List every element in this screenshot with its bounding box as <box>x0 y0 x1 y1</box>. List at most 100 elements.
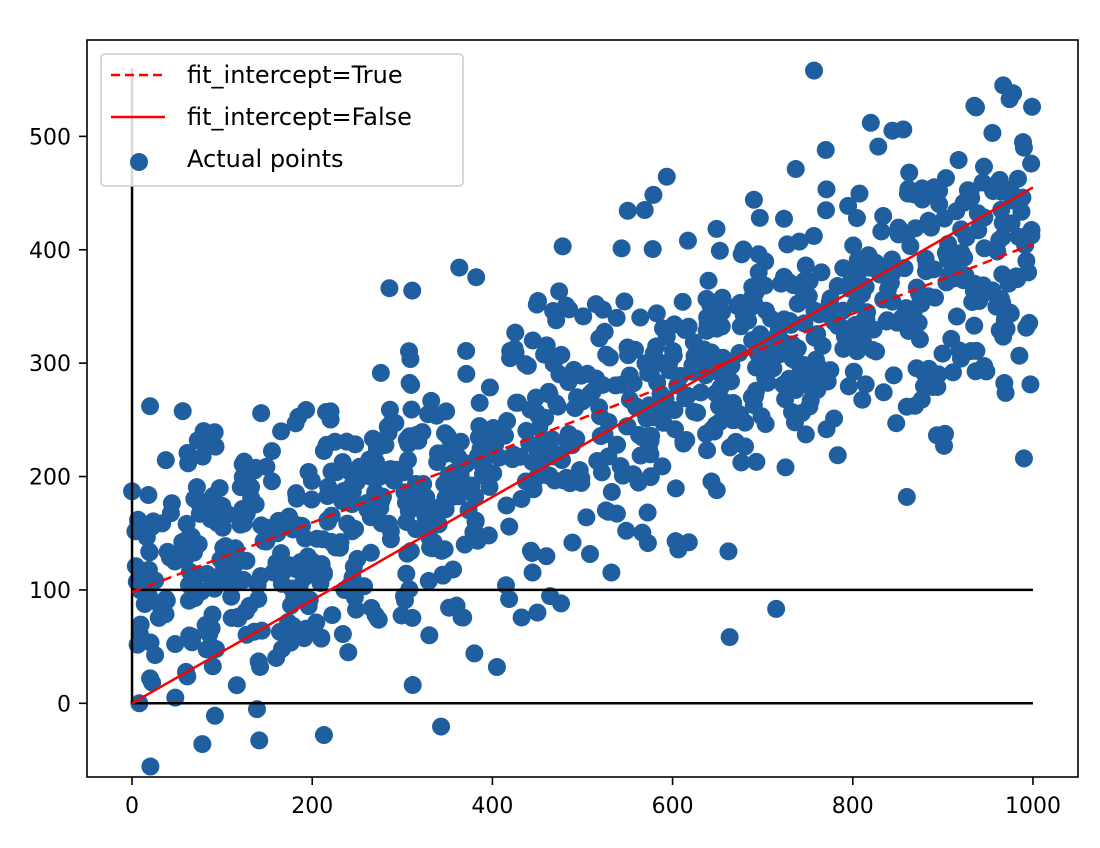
data-point <box>403 676 422 695</box>
data-point <box>312 629 331 648</box>
data-point <box>767 599 786 618</box>
data-point <box>233 455 252 474</box>
data-point <box>643 240 662 259</box>
data-point <box>1004 84 1023 103</box>
data-point <box>1009 227 1028 246</box>
data-point <box>771 274 790 293</box>
data-point <box>131 615 150 634</box>
data-point <box>429 515 448 534</box>
data-point <box>790 232 809 251</box>
data-point <box>1021 375 1040 394</box>
data-point <box>540 385 559 404</box>
data-point <box>657 327 676 346</box>
data-point <box>419 571 438 590</box>
data-point <box>600 348 619 367</box>
data-point <box>593 300 612 319</box>
data-point <box>713 303 732 322</box>
data-point <box>267 648 286 667</box>
fit-line-intercept-false <box>131 186 1034 705</box>
data-point <box>983 123 1002 142</box>
data-point <box>832 318 851 337</box>
data-point <box>149 608 168 627</box>
data-point <box>675 320 694 339</box>
data-point <box>550 282 569 301</box>
data-point <box>942 329 961 348</box>
data-point <box>590 329 609 348</box>
data-point <box>437 402 456 421</box>
data-point <box>993 213 1012 232</box>
data-point <box>402 375 421 394</box>
data-point <box>732 245 751 264</box>
data-point <box>251 657 270 676</box>
data-point <box>299 463 318 482</box>
data-point <box>484 464 503 483</box>
data-point <box>758 373 777 392</box>
data-point <box>497 496 516 515</box>
data-point <box>577 508 596 527</box>
data-point <box>258 518 277 537</box>
data-point <box>657 167 676 186</box>
data-point <box>786 160 805 179</box>
data-point <box>834 259 853 278</box>
data-point <box>249 589 268 608</box>
data-point <box>1010 346 1029 365</box>
data-point <box>398 544 417 563</box>
data-point <box>402 400 421 419</box>
data-point <box>635 201 654 220</box>
data-point <box>262 472 281 491</box>
data-point <box>216 537 235 556</box>
data-point <box>883 121 902 140</box>
data-point <box>262 442 281 461</box>
data-point <box>673 292 692 311</box>
data-point <box>606 376 625 395</box>
data-point <box>782 403 801 422</box>
data-point <box>436 489 455 508</box>
data-point <box>874 206 893 225</box>
data-point <box>523 543 542 562</box>
data-point <box>197 564 216 583</box>
data-point <box>507 447 526 466</box>
data-point <box>416 506 435 525</box>
data-point <box>553 237 572 256</box>
data-point <box>250 731 269 750</box>
data-point <box>901 237 920 256</box>
data-point <box>570 461 589 480</box>
data-point <box>900 163 919 182</box>
data-point <box>612 239 631 258</box>
data-point <box>834 339 853 358</box>
data-point <box>909 313 928 332</box>
data-point <box>967 341 986 360</box>
data-point <box>449 479 468 498</box>
data-point <box>828 446 847 465</box>
data-point <box>528 603 547 622</box>
data-point <box>752 407 771 426</box>
data-point <box>809 357 828 376</box>
data-point <box>219 574 238 593</box>
data-point <box>780 312 799 331</box>
data-point <box>347 600 366 619</box>
data-point <box>709 397 728 416</box>
data-point <box>480 378 499 397</box>
data-point <box>180 626 199 645</box>
data-point <box>355 466 374 485</box>
data-point <box>523 563 542 582</box>
y-tick-label: 200 <box>29 466 71 491</box>
data-point <box>599 502 618 521</box>
data-point <box>319 477 338 496</box>
data-point <box>362 598 381 617</box>
data-point <box>966 362 985 381</box>
data-point <box>165 552 184 571</box>
data-point <box>218 555 237 574</box>
data-point <box>698 314 717 333</box>
data-point <box>466 512 485 531</box>
data-point <box>731 317 750 336</box>
data-point <box>637 409 656 428</box>
data-point <box>930 195 949 214</box>
data-point <box>179 454 198 473</box>
data-point <box>529 292 548 311</box>
data-point <box>400 342 419 361</box>
data-point <box>965 316 984 335</box>
data-point <box>1008 270 1027 289</box>
data-point <box>367 439 386 458</box>
